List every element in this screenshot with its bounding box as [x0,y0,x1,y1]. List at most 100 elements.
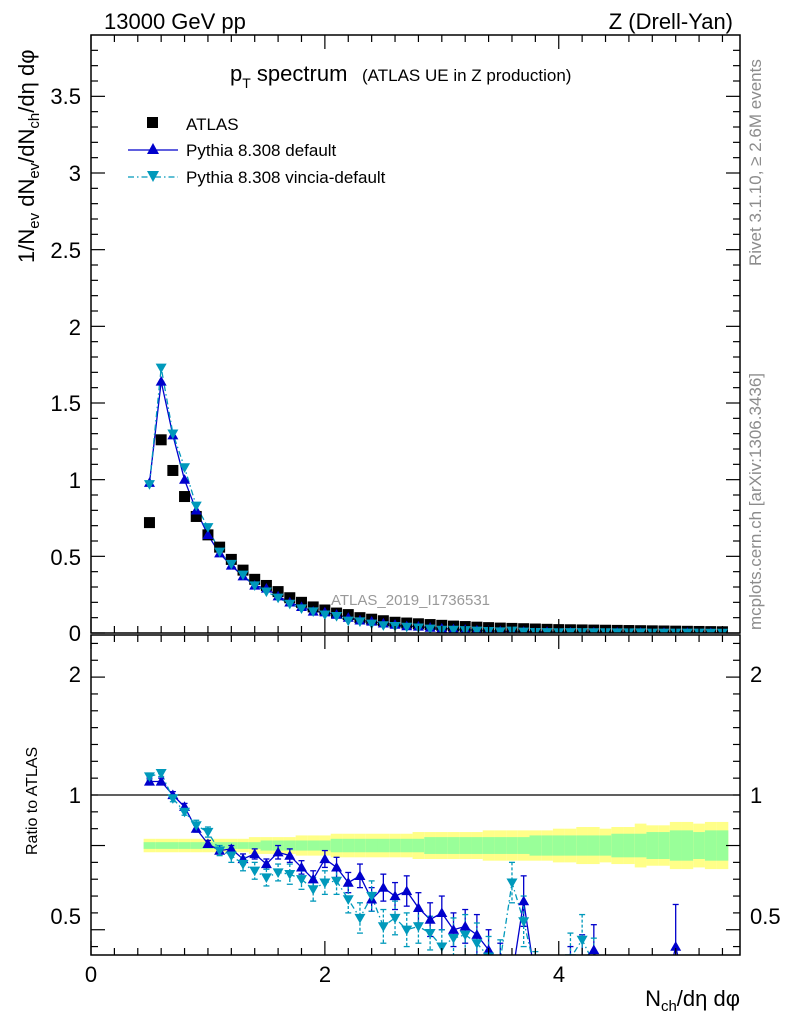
xtick-label: 0 [85,962,97,987]
data-point-vincia [366,619,378,630]
ratio-point-default [307,873,319,884]
ratio-point-default [459,920,471,931]
main-ytick-label: 2.5 [50,238,81,263]
ratio-point-default [588,944,600,955]
ratio-point-default [518,895,530,906]
band-inner-bin [599,835,612,856]
ratio-point-default [565,966,576,976]
band-inner-bin [412,838,425,853]
band-inner-bin [354,838,366,853]
ratio-point-vincia [249,866,261,877]
band-inner-bin [155,842,168,849]
legend-marker-vincia [147,171,159,182]
band-inner-bin [424,837,436,854]
band-inner-bin [552,835,565,856]
legend-marker-default [147,143,159,154]
ratio-ytick-label-right: 2 [750,662,762,687]
band-inner-bin [283,840,296,851]
band-inner-bin [494,837,507,854]
data-point-atlas [237,564,249,576]
data-point-vincia [342,616,354,627]
ratio-point-vincia [377,922,389,932]
ratio-point-vincia [576,935,588,946]
ratio-point-vincia [600,993,611,1003]
data-point-vincia [494,627,506,633]
ratio-point-vincia [319,878,331,889]
ratio-point-vincia [459,930,471,941]
data-point-vincia [272,593,284,604]
data-point-atlas [190,510,202,522]
ratio-line-vincia [149,772,591,955]
ratio-point-vincia [260,873,272,884]
ratio-point-vincia [612,993,623,1003]
ratio-ytick-label: 0.5 [50,904,81,929]
ratio-point-default [424,914,436,924]
data-point-vincia [307,607,319,618]
data-point-vincia [588,628,600,633]
ratio-point-default [670,941,682,951]
ratio-point-vincia [542,976,553,986]
band-inner-bin [342,838,355,853]
plot-title-suffix: (ATLAS UE in Z production) [362,66,571,85]
ratio-point-default [436,907,448,918]
ratio-point-vincia [412,922,424,932]
ratio-point-default [401,885,413,896]
ratio-point-vincia [167,794,179,804]
xtick-label: 4 [553,962,565,987]
ratio-point-default [495,958,506,968]
data-point-vincia [658,628,670,633]
band-inner-bin [529,835,542,856]
ratio-point-default [389,890,401,901]
main-ytick-label: 3 [69,161,81,186]
ratio-point-vincia [495,956,506,966]
data-point-vincia [319,610,331,621]
main-ytick-label: 0.5 [50,545,81,570]
main-plot-frame [90,34,741,634]
ratio-point-vincia [389,913,401,924]
ratio-point-vincia [530,968,541,978]
ratio-point-vincia [401,925,413,936]
data-point-atlas [225,553,237,565]
data-point-vincia [179,463,191,473]
ratio-point-vincia [307,885,319,895]
data-point-atlas [214,541,226,553]
data-point-vincia [155,363,167,374]
band-inner-bin [646,832,659,859]
ratio-point-default [377,882,389,892]
header-left: 13000 GeV pp [104,9,246,34]
ratio-point-default [284,850,296,860]
band-inner-bin [389,838,401,853]
ratio-point-default [581,954,583,955]
ratio-point-vincia [342,895,354,905]
ratio-point-default [612,992,623,1002]
main-ytick-label: 1.5 [50,391,81,416]
data-point-vincia [448,625,460,633]
data-point-vincia [377,621,389,631]
legend-label-vincia: Pythia 8.308 vincia-default [186,168,386,187]
ratio-point-vincia [179,807,191,818]
ratio-ytick-label-right: 0.5 [750,904,781,929]
band-inner-bin [319,840,331,851]
main-ytick-label: 3.5 [50,84,81,109]
ratio-point-vincia [366,891,378,902]
data-point-vincia [295,604,307,614]
ratio-point-default [542,983,553,993]
data-point-vincia [705,628,717,633]
data-point-vincia [225,559,237,570]
data-point-vincia [424,624,436,633]
ratio-point-default [623,992,634,1002]
ratio-point-vincia [331,876,343,887]
band-inner-bin [143,842,156,849]
ratio-point-vincia [272,868,284,878]
ratio-point-default [319,853,331,864]
band-inner-bin [365,838,378,853]
band-inner-bin [377,838,390,853]
ratio-point-vincia [155,768,167,779]
data-point-default [179,474,191,484]
band-inner-bin [471,837,483,854]
ratio-point-default [260,858,272,869]
data-point-vincia [214,547,226,558]
data-point-atlas [155,434,167,446]
data-point-vincia [190,501,202,512]
ratio-point-vincia [354,913,366,924]
